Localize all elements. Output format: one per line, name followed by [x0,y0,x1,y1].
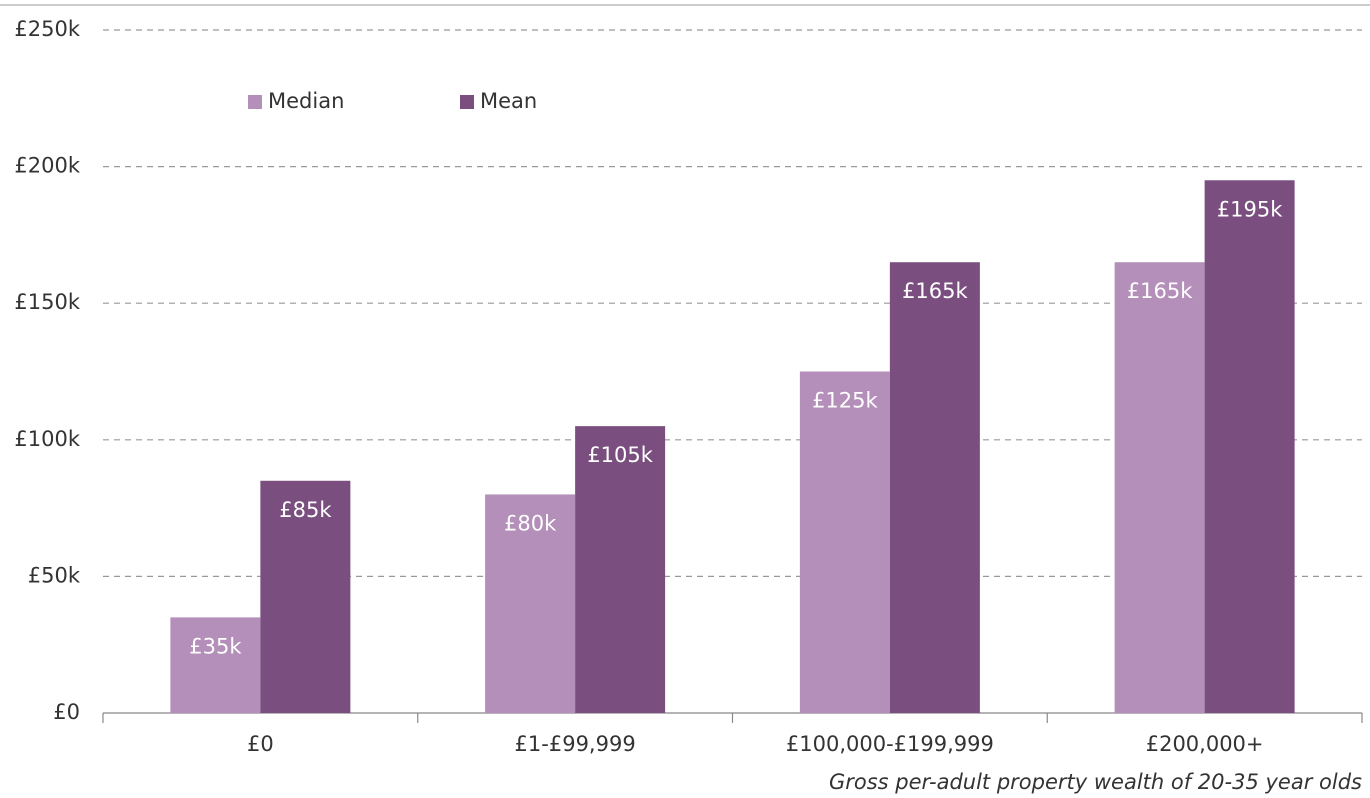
legend-label: Mean [480,89,537,113]
bar [1114,262,1205,713]
value-label: £105k [587,443,653,467]
bar [170,617,261,713]
y-tick-label: £50k [28,563,81,587]
bar [1204,180,1295,713]
value-label: £80k [504,511,557,535]
value-label: £85k [279,498,332,522]
legend-label: Median [268,89,344,113]
value-label: £165k [1127,279,1193,303]
legend-swatch [460,95,474,109]
value-label: £35k [189,634,242,658]
x-axis-title: Gross per-adult property wealth of 20-35… [829,770,1362,794]
bar [575,426,666,713]
value-label: £165k [902,279,968,303]
bar [889,262,980,713]
y-tick-label: £100k [14,427,80,451]
y-tick-label: £200k [14,154,80,178]
bar [799,371,890,713]
y-tick-label: £150k [14,290,80,314]
value-label: £195k [1217,197,1283,221]
x-tick-label: £1-£99,999 [515,732,636,756]
x-tick-label: £200,000+ [1146,732,1264,756]
legend-swatch [248,95,262,109]
value-label: £125k [812,389,878,413]
bar [485,494,576,713]
x-tick-label: £0 [247,732,274,756]
y-tick-label: £0 [53,700,80,724]
y-tick-label: £250k [14,17,80,41]
x-tick-label: £100,000-£199,999 [786,732,994,756]
bar [260,480,351,713]
